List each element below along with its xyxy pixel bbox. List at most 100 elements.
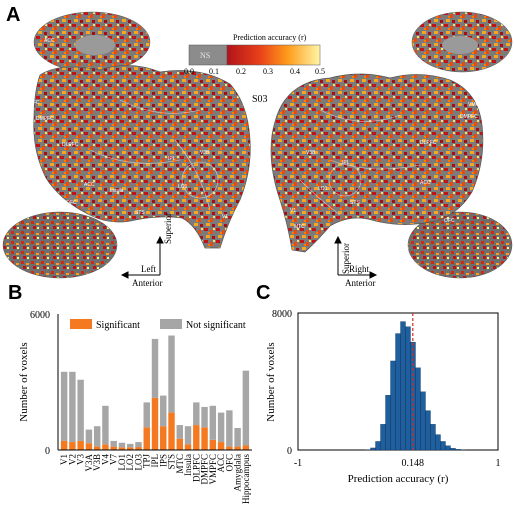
- bar-not-significant: [77, 379, 84, 441]
- histogram-bar: [415, 367, 421, 451]
- roi-label: LO1: [178, 184, 188, 190]
- roi-label: V1: [290, 208, 297, 214]
- legend: Significant Not significant: [70, 319, 246, 331]
- bar-not-significant: [69, 371, 76, 443]
- bar-not-significant: [60, 371, 68, 441]
- left-superior-label: Superior: [163, 213, 173, 244]
- histogram-bar: [445, 445, 451, 451]
- bar-not-significant: [168, 335, 175, 413]
- bar-significant: [151, 397, 159, 450]
- x-tick-label: STS: [167, 454, 177, 470]
- x-tick-label: IPL: [150, 454, 160, 468]
- roi-label: Insula: [110, 188, 124, 194]
- colorbar-tick: 0.1: [209, 67, 219, 76]
- legend-swatch-not-significant: [160, 319, 182, 329]
- colorbar-tick: 0.4: [290, 67, 300, 76]
- histogram-bar: [450, 448, 456, 451]
- bar-significant: [85, 443, 93, 450]
- bar-not-significant: [102, 405, 109, 445]
- bar-significant: [201, 427, 208, 450]
- colorbar-tick: 0.0: [184, 67, 194, 76]
- bar-not-significant: [209, 405, 217, 440]
- roi-label: OFC: [66, 200, 77, 206]
- roi-label: LO1: [318, 186, 328, 192]
- y-tick-label: 8000: [272, 309, 292, 320]
- bar-significant: [217, 442, 225, 450]
- right-anterior-label: Anterior: [345, 278, 376, 288]
- bar-not-significant: [118, 442, 126, 448]
- roi-label: MTC: [294, 224, 305, 230]
- bar-not-significant: [143, 402, 150, 428]
- x-tick-label: V2: [67, 454, 77, 465]
- subject-label: S03: [252, 94, 268, 105]
- x-tick-label: ACC: [216, 454, 226, 473]
- x-tick-label: -1: [294, 458, 302, 469]
- x-tick-label: V4: [100, 454, 110, 465]
- right-flatmap: [270, 73, 484, 253]
- colorbar: [188, 44, 321, 66]
- x-tick-label: DLPFC: [191, 454, 201, 482]
- bar-significant: [110, 446, 117, 450]
- x-tick-label: V3A: [84, 454, 94, 472]
- colorbar-title: Prediction accuracy (r): [233, 33, 307, 42]
- bar-significant: [118, 447, 126, 450]
- bar-significant: [77, 440, 84, 450]
- x-axis-label: Prediction accuracy (r): [348, 473, 449, 485]
- roi-label: STS: [135, 210, 145, 216]
- x-tick-label: Amygdala: [233, 454, 243, 492]
- bar-not-significant: [135, 442, 142, 448]
- colorbar-tick: 0.5: [315, 67, 325, 76]
- histogram-bar: [385, 395, 391, 451]
- histogram-bar: [425, 410, 431, 451]
- left-lateral-inflated-brain: [2, 211, 118, 279]
- bar-significant: [143, 427, 150, 450]
- roi-label: IPL: [168, 156, 176, 162]
- right-side-label: Right: [349, 264, 370, 274]
- bar-not-significant: [85, 429, 93, 444]
- panel-label-b: B: [8, 282, 23, 304]
- x-tick-label: OFC: [224, 454, 234, 472]
- roi-label: VMPFC: [468, 102, 486, 108]
- histogram-bar: [400, 321, 406, 451]
- colorbar-tick: 0.2: [236, 67, 246, 76]
- y-tick-label: 0: [287, 446, 292, 457]
- legend-label-not-significant: Not significant: [186, 320, 246, 331]
- roi-label: ACC: [84, 182, 95, 188]
- bar-not-significant: [110, 440, 117, 447]
- bar-significant: [193, 425, 200, 450]
- roi-label: DMPFC: [36, 116, 54, 122]
- x-tick-label: DMPFC: [200, 454, 210, 485]
- y-axis-label: Number of voxels: [265, 342, 277, 421]
- bar-significant: [69, 442, 76, 450]
- bar-not-significant: [176, 425, 183, 439]
- bar-not-significant: [201, 406, 208, 428]
- x-tick-label: 1: [496, 458, 501, 469]
- bar-significant: [168, 412, 175, 450]
- roi-label: STS: [350, 200, 360, 206]
- x-tick-label: V1: [59, 454, 69, 465]
- bar-significant: [60, 440, 68, 450]
- bar-group: [60, 335, 250, 450]
- right-roi-labels: OFC VMPFC DMPFC DLPFC ACC IPL STS LO1 V3…: [0, 0, 514, 260]
- x-tick-label: V3B: [92, 454, 102, 471]
- bar-significant: [209, 439, 217, 450]
- bar-significant: [93, 446, 101, 450]
- x-tick-label: MTC: [175, 454, 185, 474]
- legend-label-significant: Significant: [96, 320, 140, 331]
- right-lateral-inflated-brain: [407, 211, 513, 279]
- right-superior-label: Superior: [341, 243, 351, 274]
- histogram-bar: [430, 424, 436, 451]
- x-tick-label: V3: [76, 454, 86, 465]
- y-axis-label: Number of voxels: [18, 342, 30, 421]
- bar-significant: [184, 444, 192, 450]
- x-tick-label: 0.148: [402, 458, 425, 469]
- roi-label: OFC: [444, 218, 455, 224]
- brain-maps-figure: [2, 11, 513, 279]
- x-tick-label: Hippocampus: [241, 454, 251, 504]
- prediction-accuracy-histogram: 8000 0 -1 0.148 1 Prediction accuracy (r…: [265, 309, 501, 485]
- bar-significant: [234, 446, 241, 450]
- bar-not-significant: [151, 338, 159, 398]
- bar-significant: [102, 444, 109, 450]
- panel-label-c: C: [256, 282, 271, 304]
- left-side-label: Left: [141, 264, 156, 274]
